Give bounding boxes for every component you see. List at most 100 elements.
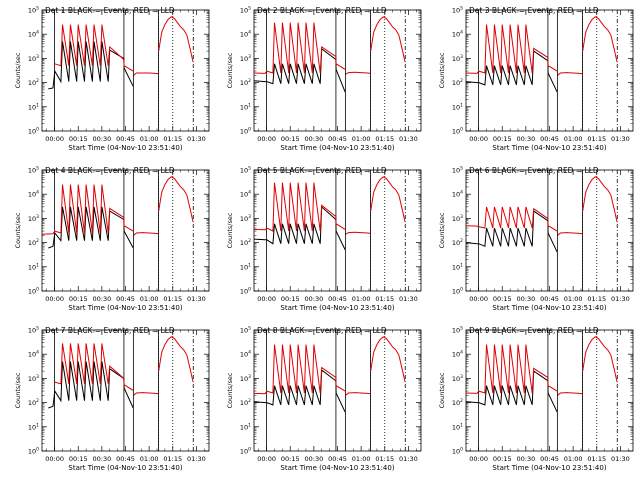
x-tick-label: 00:45 [328, 135, 347, 143]
y-axis-label: Counts/sec [226, 52, 234, 88]
y-tick-label: 104 [240, 350, 251, 359]
x-tick-label: 00:15 [69, 135, 88, 143]
plot-frame [465, 169, 634, 292]
data-series [254, 336, 406, 413]
x-tick-label: 01:15 [375, 135, 394, 143]
y-tick-label: 100 [240, 447, 251, 456]
series-lld-line [254, 22, 346, 74]
x-axis-label: Start Time (04-Nov-10 23:51:40) [280, 304, 394, 312]
series-lld-line [345, 231, 371, 235]
plot-frame [253, 329, 422, 452]
x-tick-label: 01:00 [564, 455, 583, 463]
series-lld-line [466, 206, 558, 232]
panel-det-8: 100 101 102 103 104 105 00:00 00:15 00:30 00:45 01… [226, 326, 422, 472]
x-tick-label: 01:15 [163, 135, 182, 143]
x-tick-label: 00:30 [305, 295, 324, 303]
x-tick-label: 01:15 [375, 295, 394, 303]
y-tick-label: 105 [28, 326, 39, 335]
y-tick-label: 105 [28, 6, 39, 15]
panel-title: Det 9 BLACK = Events, RED = LLD [469, 326, 599, 335]
y-tick-label: 101 [240, 262, 251, 271]
y-tick-label: 101 [28, 262, 39, 271]
y-tick-label: 103 [452, 54, 463, 63]
x-tick-label: 01:30 [399, 135, 418, 143]
x-tick-label: 01:15 [163, 455, 182, 463]
x-tick-label: 00:30 [517, 295, 536, 303]
x-tick-label: 00:45 [328, 455, 347, 463]
panel-title: Det 4 BLACK = Events, RED = LLD [45, 166, 175, 175]
y-tick-label: 103 [452, 374, 463, 383]
x-axis-label: Start Time (04-Nov-10 23:51:40) [68, 464, 182, 472]
x-tick-label: 01:30 [399, 455, 418, 463]
plot-frame [465, 9, 634, 132]
y-tick-label: 102 [28, 78, 39, 87]
y-axis-label: Counts/sec [438, 372, 446, 408]
panel-title: Det 7 BLACK = Events, RED = LLD [45, 326, 175, 335]
y-tick-label: 100 [240, 287, 251, 296]
y-tick-label: 105 [452, 326, 463, 335]
x-tick-label: 00:30 [93, 455, 112, 463]
series-events-line [466, 210, 558, 253]
y-tick-label: 100 [28, 127, 39, 136]
time-markers [266, 330, 406, 451]
y-axis-label: Counts/sec [14, 372, 22, 408]
y-tick-label: 100 [28, 287, 39, 296]
y-tick-label: 105 [240, 326, 251, 335]
time-markers [478, 10, 618, 131]
series-lld-line [158, 336, 194, 383]
x-tick-label: 00:00 [45, 295, 64, 303]
y-tick-label: 100 [240, 127, 251, 136]
y-axis-label: Counts/sec [14, 52, 22, 88]
x-tick-label: 00:15 [493, 135, 512, 143]
panel-det-1: 100 101 102 103 104 105 00:00 00:15 00:30 00:45 01… [14, 6, 210, 152]
x-tick-label: 00:15 [69, 455, 88, 463]
y-tick-label: 102 [452, 398, 463, 407]
y-tick-label: 100 [28, 447, 39, 456]
x-tick-label: 01:30 [611, 135, 630, 143]
x-tick-label: 00:15 [69, 295, 88, 303]
panel-title: Det 1 BLACK = Events, RED = LLD [45, 6, 175, 15]
x-axis-label: Start Time (04-Nov-10 23:51:40) [280, 464, 394, 472]
time-markers [478, 170, 618, 291]
panel-det-5: 100 101 102 103 104 105 00:00 00:15 00:30 00:45 01… [226, 166, 422, 312]
x-tick-label: 01:15 [587, 295, 606, 303]
y-tick-label: 101 [240, 422, 251, 431]
series-lld-line [466, 344, 558, 394]
x-tick-label: 01:00 [564, 135, 583, 143]
y-tick-label: 102 [28, 238, 39, 247]
x-tick-label: 00:45 [116, 455, 135, 463]
x-tick-label: 00:15 [281, 455, 300, 463]
y-tick-label: 104 [28, 350, 39, 359]
y-tick-label: 104 [240, 190, 251, 199]
series-lld-line [133, 72, 159, 76]
y-tick-label: 100 [452, 447, 463, 456]
x-tick-label: 01:00 [352, 135, 371, 143]
series-lld-line [582, 16, 618, 63]
x-tick-label: 00:15 [281, 295, 300, 303]
series-lld-line [370, 176, 406, 223]
x-tick-label: 00:15 [493, 295, 512, 303]
y-axis-label: Counts/sec [226, 212, 234, 248]
x-tick-label: 00:30 [517, 135, 536, 143]
x-axis-label: Start Time (04-Nov-10 23:51:40) [492, 304, 606, 312]
x-tick-label: 01:00 [140, 295, 159, 303]
x-axis-label: Start Time (04-Nov-10 23:51:40) [68, 304, 182, 312]
y-tick-label: 105 [452, 6, 463, 15]
x-tick-label: 00:30 [305, 455, 324, 463]
x-tick-label: 00:00 [45, 455, 64, 463]
x-tick-label: 01:15 [375, 455, 394, 463]
x-tick-label: 01:30 [187, 135, 206, 143]
y-tick-label: 104 [452, 190, 463, 199]
y-tick-label: 102 [28, 398, 39, 407]
y-tick-label: 101 [452, 422, 463, 431]
x-tick-label: 00:00 [469, 455, 488, 463]
x-tick-label: 00:00 [45, 135, 64, 143]
y-tick-label: 103 [452, 214, 463, 223]
series-lld-line [557, 232, 583, 236]
x-axis-label: Start Time (04-Nov-10 23:51:40) [280, 144, 394, 152]
y-tick-label: 105 [28, 166, 39, 175]
time-markers [54, 10, 194, 131]
x-axis-label: Start Time (04-Nov-10 23:51:40) [68, 144, 182, 152]
x-tick-label: 01:15 [587, 135, 606, 143]
plot-frame [253, 9, 422, 132]
